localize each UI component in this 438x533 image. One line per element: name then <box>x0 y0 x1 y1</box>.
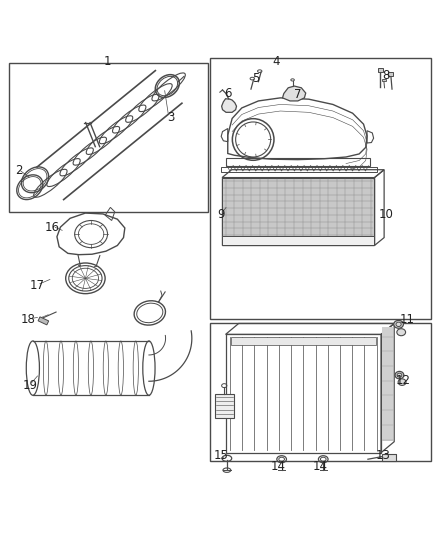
Bar <box>222 177 374 246</box>
Text: 5: 5 <box>253 71 260 85</box>
Bar <box>38 317 49 325</box>
Text: 12: 12 <box>396 374 410 387</box>
Text: 2: 2 <box>14 164 22 176</box>
Bar <box>382 454 396 461</box>
Bar <box>382 78 386 81</box>
Text: 10: 10 <box>379 208 394 221</box>
Ellipse shape <box>395 372 404 379</box>
Polygon shape <box>222 99 237 112</box>
Text: 6: 6 <box>224 87 232 100</box>
Text: 9: 9 <box>217 208 225 221</box>
Ellipse shape <box>397 329 406 336</box>
Bar <box>222 236 374 246</box>
Bar <box>388 72 393 76</box>
Text: 1: 1 <box>103 55 111 68</box>
Text: 13: 13 <box>376 449 391 462</box>
Bar <box>210 324 431 462</box>
Text: 14: 14 <box>312 460 327 473</box>
Polygon shape <box>283 86 306 101</box>
Bar <box>210 59 431 319</box>
Ellipse shape <box>394 320 403 328</box>
Bar <box>223 179 373 244</box>
Text: 7: 7 <box>294 88 302 101</box>
Bar <box>231 336 376 345</box>
Bar <box>215 393 234 418</box>
Text: 14: 14 <box>271 460 286 473</box>
Text: 18: 18 <box>21 313 36 326</box>
Text: 3: 3 <box>167 111 174 124</box>
Bar <box>226 334 381 453</box>
Ellipse shape <box>398 379 406 385</box>
Bar <box>378 68 383 71</box>
Bar <box>221 167 377 172</box>
Text: 4: 4 <box>272 55 280 68</box>
Text: 15: 15 <box>214 449 229 462</box>
Text: 8: 8 <box>382 69 389 83</box>
Text: 16: 16 <box>45 221 60 233</box>
Bar <box>226 158 370 166</box>
Text: 11: 11 <box>400 312 415 326</box>
Text: 19: 19 <box>22 379 37 392</box>
Bar <box>9 63 208 212</box>
Text: 17: 17 <box>30 279 45 292</box>
Bar <box>382 327 393 441</box>
